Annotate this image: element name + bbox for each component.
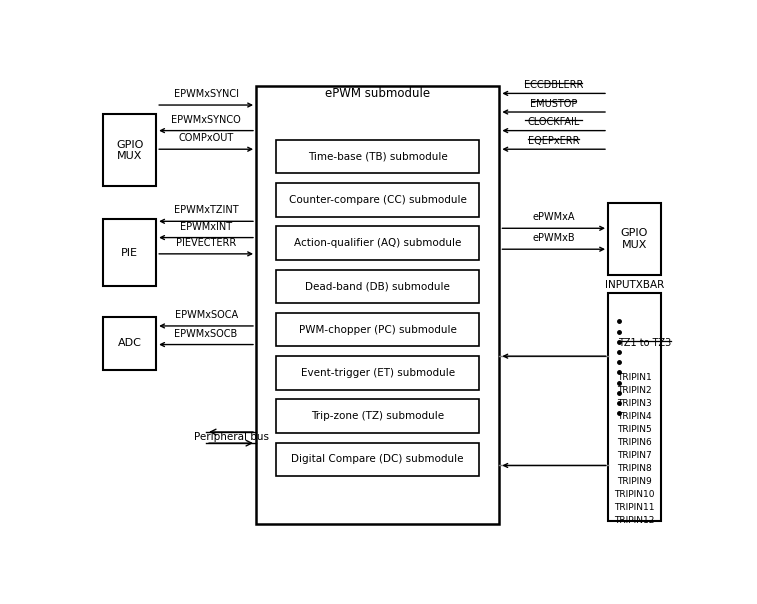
Text: Dead-band (DB) submodule: Dead-band (DB) submodule xyxy=(305,281,450,291)
Bar xyxy=(104,316,156,370)
Text: ECCDBLERR: ECCDBLERR xyxy=(524,80,584,90)
Bar xyxy=(256,86,500,524)
Text: TRIPIN2: TRIPIN2 xyxy=(617,385,652,394)
Text: GPIO
MUX: GPIO MUX xyxy=(116,140,144,161)
Text: EPWMxSYNCO: EPWMxSYNCO xyxy=(171,115,241,124)
Text: GPIO
MUX: GPIO MUX xyxy=(621,228,648,249)
Text: Counter-compare (CC) submodule: Counter-compare (CC) submodule xyxy=(288,195,466,205)
Text: Digital Compare (DC) submodule: Digital Compare (DC) submodule xyxy=(291,454,464,464)
Text: EPWMxINT: EPWMxINT xyxy=(180,222,232,231)
Bar xyxy=(276,183,479,217)
Text: Action-qualifier (AQ) submodule: Action-qualifier (AQ) submodule xyxy=(294,238,461,248)
Text: ePWMxA: ePWMxA xyxy=(532,212,575,222)
Text: TRIPIN4: TRIPIN4 xyxy=(617,412,652,420)
Text: EPWMxTZINT: EPWMxTZINT xyxy=(174,205,238,215)
Text: TRIPIN6: TRIPIN6 xyxy=(617,438,652,447)
Text: PIE: PIE xyxy=(121,248,139,258)
Bar xyxy=(276,399,479,433)
Text: ADC: ADC xyxy=(118,338,142,349)
Text: ePWMxB: ePWMxB xyxy=(532,233,575,243)
Text: TRIPIN9: TRIPIN9 xyxy=(617,477,652,486)
Text: PWM-chopper (PC) submodule: PWM-chopper (PC) submodule xyxy=(299,325,456,335)
Text: Peripheral bus: Peripheral bus xyxy=(194,432,269,442)
Text: COMPxOUT: COMPxOUT xyxy=(179,133,234,143)
Bar xyxy=(276,443,479,476)
Text: Trip-zone (TZ) submodule: Trip-zone (TZ) submodule xyxy=(311,411,444,421)
Text: TRIPIN7: TRIPIN7 xyxy=(617,451,652,460)
Text: TRIPIN5: TRIPIN5 xyxy=(617,425,652,434)
Text: EMUSTOP: EMUSTOP xyxy=(530,99,578,109)
Bar xyxy=(608,203,661,275)
Text: TRIPIN11: TRIPIN11 xyxy=(614,503,655,512)
Text: TRIPIN12: TRIPIN12 xyxy=(614,516,655,525)
Text: Event-trigger (ET) submodule: Event-trigger (ET) submodule xyxy=(301,368,455,378)
Text: EQEPxERR: EQEPxERR xyxy=(528,136,579,146)
Text: TZ1 to TZ3: TZ1 to TZ3 xyxy=(618,338,671,348)
Text: Time-base (TB) submodule: Time-base (TB) submodule xyxy=(308,152,447,162)
Bar xyxy=(104,114,156,187)
Text: TRIPIN1: TRIPIN1 xyxy=(617,373,652,382)
Bar xyxy=(276,269,479,303)
Text: TRIPIN8: TRIPIN8 xyxy=(617,464,652,473)
Bar xyxy=(276,356,479,390)
Text: EPWMxSOCA: EPWMxSOCA xyxy=(175,310,238,320)
Text: EPWMxSYNCI: EPWMxSYNCI xyxy=(173,89,238,99)
Bar xyxy=(276,140,479,173)
Bar xyxy=(276,226,479,260)
Text: TRIPIN3: TRIPIN3 xyxy=(617,399,652,408)
Bar xyxy=(608,294,661,521)
Text: TRIPIN10: TRIPIN10 xyxy=(614,490,655,499)
Text: PIEVECTERR: PIEVECTERR xyxy=(176,238,236,248)
Text: ePWM submodule: ePWM submodule xyxy=(326,87,430,100)
Text: CLOCKFAIL: CLOCKFAIL xyxy=(528,117,580,127)
Bar xyxy=(104,219,156,286)
Text: INPUTXBAR: INPUTXBAR xyxy=(605,280,664,290)
Text: EPWMxSOCB: EPWMxSOCB xyxy=(174,329,238,338)
Bar xyxy=(276,313,479,347)
